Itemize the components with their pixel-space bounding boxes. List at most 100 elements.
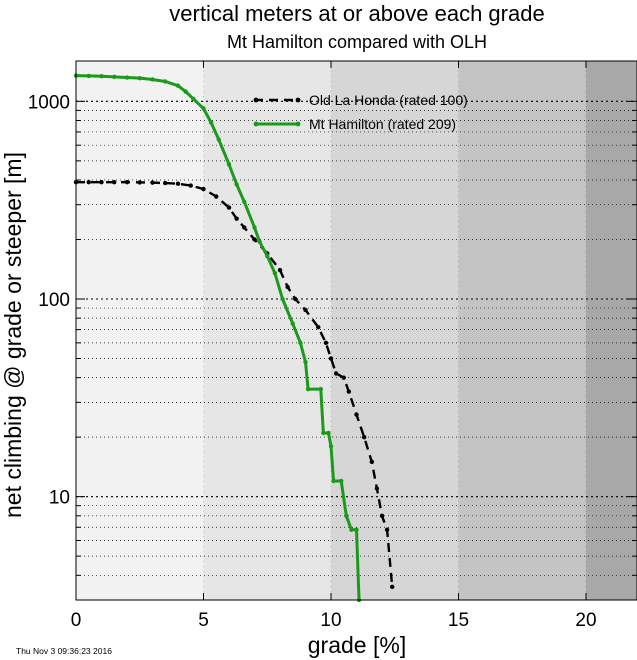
x-axis-label: grade [%] xyxy=(308,632,406,658)
y-tick-label: 100 xyxy=(38,290,70,311)
series-1 xyxy=(73,73,362,603)
legend-label: Old La Honda (rated 100) xyxy=(309,92,468,108)
grade-bands xyxy=(76,61,637,600)
data-point xyxy=(390,584,395,589)
data-point xyxy=(298,340,303,346)
data-point xyxy=(175,83,181,88)
data-point xyxy=(321,430,326,436)
data-point xyxy=(318,386,323,392)
legend: Old La Honda (rated 100) Mt Hamilton (rat… xyxy=(253,92,468,132)
data-point xyxy=(354,527,359,532)
legend-marker xyxy=(295,121,301,127)
data-point xyxy=(316,324,321,330)
legend-marker xyxy=(253,121,259,127)
data-point xyxy=(137,180,142,185)
data-point xyxy=(293,296,298,302)
data-point xyxy=(234,182,239,187)
data-point xyxy=(369,459,374,465)
data-point xyxy=(150,77,155,82)
legend-marker xyxy=(253,97,259,103)
data-point xyxy=(163,180,168,186)
data-point xyxy=(226,162,232,167)
data-point xyxy=(226,205,232,210)
data-point xyxy=(361,434,367,440)
data-point xyxy=(124,75,130,80)
axis-ticks: 0 5 10 15 20 10 100 1000 xyxy=(28,61,637,631)
data-point xyxy=(379,513,385,519)
data-point xyxy=(384,527,390,532)
x-tick-label: 0 xyxy=(71,610,82,631)
data-point xyxy=(333,371,339,376)
legend-marker xyxy=(295,97,301,103)
data-point xyxy=(303,307,308,313)
legend-label: Mt Hamilton (rated 209) xyxy=(309,116,456,132)
data-point xyxy=(112,179,117,185)
data-point xyxy=(328,356,334,361)
series-line-0 xyxy=(76,180,394,587)
chart-subtitle: Mt Hamilton compared with OLH xyxy=(227,32,487,52)
grade-band-4 xyxy=(586,61,637,600)
data-point xyxy=(341,375,346,380)
data-point xyxy=(137,75,142,81)
data-point xyxy=(344,513,349,519)
x-tick-label: 5 xyxy=(198,610,209,631)
x-tick-label: 15 xyxy=(448,610,469,631)
data-point xyxy=(265,253,270,259)
data-point xyxy=(163,79,168,84)
data-point xyxy=(252,237,257,242)
data-point xyxy=(354,412,359,417)
grade-band-2 xyxy=(331,61,459,600)
data-point xyxy=(191,96,196,102)
data-point xyxy=(188,183,193,188)
data-point xyxy=(86,179,91,185)
data-point xyxy=(112,74,117,80)
data-point xyxy=(272,271,278,276)
data-point xyxy=(346,389,352,394)
data-point xyxy=(183,89,188,94)
chart-title: vertical meters at or above each grade xyxy=(169,1,544,26)
series-0 xyxy=(73,179,395,589)
data-point xyxy=(252,225,257,230)
data-point xyxy=(303,359,308,365)
timestamp: Thu Nov 3 09:36:23 2016 xyxy=(16,646,112,656)
data-series xyxy=(73,73,395,603)
data-point xyxy=(374,486,380,491)
grade-band-3 xyxy=(458,61,586,600)
data-point xyxy=(257,239,262,244)
data-point xyxy=(175,181,181,186)
data-point xyxy=(323,340,329,346)
data-point xyxy=(290,321,295,326)
data-point xyxy=(285,284,290,290)
data-point xyxy=(99,74,104,79)
data-point xyxy=(208,120,214,125)
data-point xyxy=(234,216,239,221)
legend-item-1: Mt Hamilton (rated 209) xyxy=(253,116,456,132)
y-axis-label: net climbing @ grade or steeper [m] xyxy=(0,152,26,518)
data-point xyxy=(280,296,285,302)
data-point xyxy=(216,137,221,142)
x-tick-label: 10 xyxy=(320,610,341,631)
data-point xyxy=(349,527,354,532)
y-tick-label: 1000 xyxy=(28,92,70,113)
data-point xyxy=(242,199,247,205)
data-point xyxy=(326,430,331,436)
data-point xyxy=(242,225,247,230)
plot-frame xyxy=(75,60,637,601)
data-point xyxy=(331,478,336,484)
data-point xyxy=(201,186,206,192)
data-point xyxy=(305,386,311,392)
data-point xyxy=(277,267,283,273)
data-point xyxy=(99,179,104,185)
data-point xyxy=(339,478,344,484)
y-tick-label: 10 xyxy=(49,488,70,509)
data-point xyxy=(124,179,130,185)
data-point xyxy=(328,443,334,449)
data-point xyxy=(214,194,219,199)
x-tick-label: 20 xyxy=(575,610,596,631)
grade-band-1 xyxy=(203,61,331,600)
data-point xyxy=(86,73,91,79)
data-point xyxy=(201,106,206,111)
legend-item-0: Old La Honda (rated 100) xyxy=(253,92,468,108)
grade-band-0 xyxy=(76,61,204,600)
